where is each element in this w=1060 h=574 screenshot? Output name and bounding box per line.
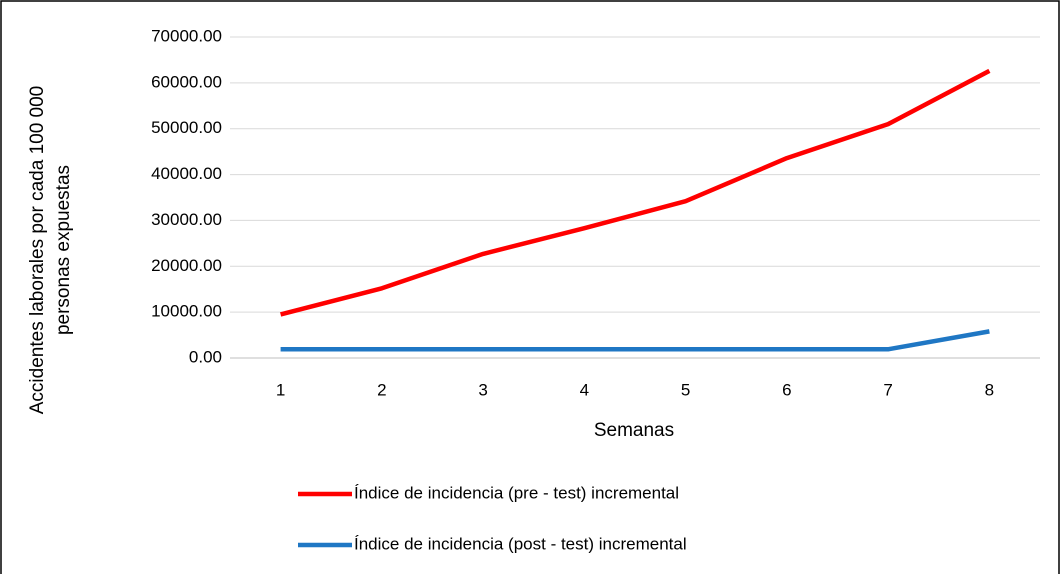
x-axis-title: Semanas <box>594 420 674 441</box>
y-tick-label: 30000.00 <box>151 210 222 229</box>
legend-label: Índice de incidencia (post - test) incre… <box>354 534 687 553</box>
y-tick-label: 70000.00 <box>151 26 222 45</box>
y-tick-label: 60000.00 <box>151 72 222 91</box>
x-tick-label: 4 <box>580 380 589 399</box>
x-tick-label: 3 <box>478 380 487 399</box>
y-tick-label: 50000.00 <box>151 118 222 137</box>
x-tick-label: 6 <box>782 380 791 399</box>
y-tick-label: 20000.00 <box>151 256 222 275</box>
data-line <box>280 68 991 317</box>
y-tick-label: 10000.00 <box>151 302 222 321</box>
y-axis-title: personas expuestas <box>53 165 74 335</box>
x-tick-label: 5 <box>681 380 690 399</box>
x-tick-label: 8 <box>985 380 994 399</box>
y-axis-title: Accidentes laborales por cada 100 000 <box>27 86 48 415</box>
x-tick-label: 2 <box>377 380 386 399</box>
data-line <box>280 329 990 352</box>
y-tick-label: 40000.00 <box>151 164 222 183</box>
legend-label: Índice de incidencia (pre - test) increm… <box>354 483 679 502</box>
x-tick-label: 1 <box>276 380 285 399</box>
y-tick-label: 0.00 <box>189 347 222 366</box>
x-tick-label: 7 <box>883 380 892 399</box>
